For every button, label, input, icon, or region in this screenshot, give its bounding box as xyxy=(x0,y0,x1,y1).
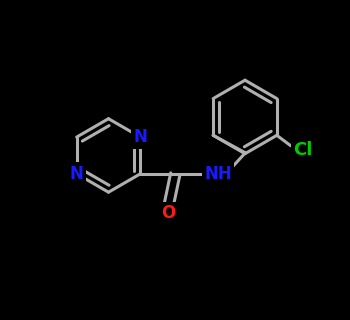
Text: N: N xyxy=(133,128,147,146)
Text: NH: NH xyxy=(204,165,232,183)
Text: Cl: Cl xyxy=(293,141,313,159)
Text: O: O xyxy=(161,204,175,222)
Text: N: N xyxy=(70,165,84,183)
